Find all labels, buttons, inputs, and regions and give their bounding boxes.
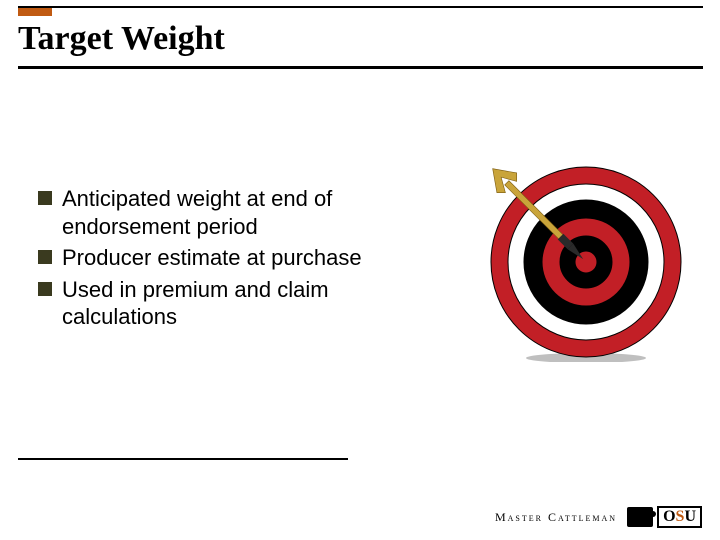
lower-divider [18, 458, 348, 460]
bullseye-clipart [486, 162, 686, 362]
slide-title: Target Weight [18, 8, 703, 66]
cow-icon [627, 507, 653, 527]
bullseye-icon [486, 162, 686, 362]
footer-logo: OSU [627, 506, 702, 528]
bullet-text: Used in premium and claim calculations [62, 276, 438, 331]
title-accent-tab [18, 8, 52, 16]
bullet-text: Anticipated weight at end of endorsement… [62, 185, 438, 240]
square-bullet-icon [38, 282, 52, 296]
bullet-list: Anticipated weight at end of endorsement… [38, 185, 438, 335]
footer-program-label: Master Cattleman [495, 510, 617, 525]
list-item: Anticipated weight at end of endorsement… [38, 185, 438, 240]
square-bullet-icon [38, 191, 52, 205]
title-bottom-rule [18, 66, 703, 69]
footer: Master Cattleman OSU [495, 506, 702, 528]
list-item: Producer estimate at purchase [38, 244, 438, 272]
square-bullet-icon [38, 250, 52, 264]
osu-logo: OSU [657, 506, 702, 528]
title-block: Target Weight [18, 6, 703, 69]
list-item: Used in premium and claim calculations [38, 276, 438, 331]
bullet-text: Producer estimate at purchase [62, 244, 362, 272]
slide: Target Weight Anticipated weight at end … [0, 0, 720, 540]
